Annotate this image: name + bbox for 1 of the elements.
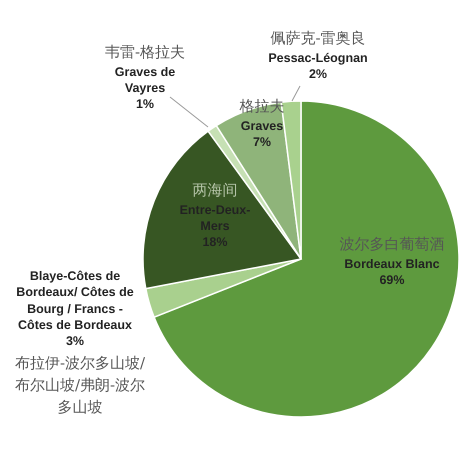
text: 布拉伊-波尔多山坡/布尔山坡/弗朗-波尔多山坡 — [14, 353, 146, 418]
